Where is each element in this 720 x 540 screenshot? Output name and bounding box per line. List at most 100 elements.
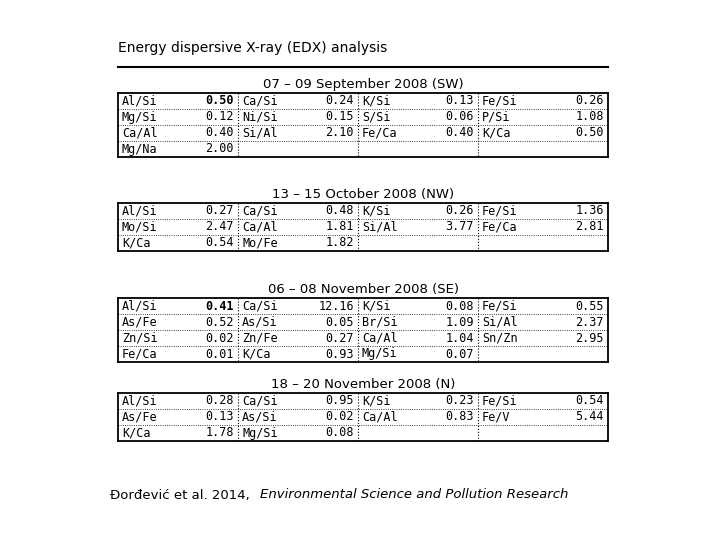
Text: 0.93: 0.93 [325, 348, 354, 361]
Text: As/Fe: As/Fe [122, 410, 158, 423]
Text: 0.26: 0.26 [575, 94, 604, 107]
Text: 0.54: 0.54 [205, 237, 234, 249]
Text: 0.48: 0.48 [325, 205, 354, 218]
Text: Ca/Si: Ca/Si [242, 94, 278, 107]
Text: 0.13: 0.13 [446, 94, 474, 107]
Text: Zn/Fe: Zn/Fe [242, 332, 278, 345]
Text: Al/Si: Al/Si [122, 205, 158, 218]
Text: K/Ca: K/Ca [482, 126, 510, 139]
Text: 0.41: 0.41 [205, 300, 234, 313]
Text: Ca/Al: Ca/Al [242, 220, 278, 233]
Text: 06 – 08 November 2008 (SE): 06 – 08 November 2008 (SE) [268, 284, 459, 296]
Text: Fe/Si: Fe/Si [482, 300, 518, 313]
Text: As/Fe: As/Fe [122, 315, 158, 328]
Text: Ca/Si: Ca/Si [242, 300, 278, 313]
Text: K/Ca: K/Ca [122, 237, 150, 249]
Text: 5.44: 5.44 [575, 410, 604, 423]
Text: 0.05: 0.05 [325, 315, 354, 328]
Text: Si/Al: Si/Al [362, 220, 397, 233]
Text: K/Si: K/Si [362, 300, 390, 313]
Text: Ca/Al: Ca/Al [362, 410, 397, 423]
Text: 0.27: 0.27 [325, 332, 354, 345]
Text: 2.47: 2.47 [205, 220, 234, 233]
Text: Fe/V: Fe/V [482, 410, 510, 423]
Text: 0.54: 0.54 [575, 395, 604, 408]
Text: Ca/Al: Ca/Al [122, 126, 158, 139]
Text: 0.28: 0.28 [205, 395, 234, 408]
Text: Fe/Si: Fe/Si [482, 94, 518, 107]
Text: Mg/Si: Mg/Si [362, 348, 397, 361]
Text: 13 – 15 October 2008 (NW): 13 – 15 October 2008 (NW) [272, 188, 454, 201]
Text: 0.23: 0.23 [446, 395, 474, 408]
Text: 0.27: 0.27 [205, 205, 234, 218]
Text: 0.08: 0.08 [325, 427, 354, 440]
Text: Energy dispersive X-ray (EDX) analysis: Energy dispersive X-ray (EDX) analysis [118, 41, 387, 55]
Text: 0.13: 0.13 [205, 410, 234, 423]
Text: Ca/Al: Ca/Al [362, 332, 397, 345]
Text: K/Si: K/Si [362, 205, 390, 218]
Text: 0.40: 0.40 [205, 126, 234, 139]
Text: K/Si: K/Si [362, 395, 390, 408]
Text: 12.16: 12.16 [318, 300, 354, 313]
Text: Mo/Fe: Mo/Fe [242, 237, 278, 249]
Text: 07 – 09 September 2008 (SW): 07 – 09 September 2008 (SW) [263, 78, 463, 91]
Text: K/Ca: K/Ca [242, 348, 271, 361]
Text: 18 – 20 November 2008 (N): 18 – 20 November 2008 (N) [271, 379, 455, 392]
Text: As/Si: As/Si [242, 410, 278, 423]
Text: 1.08: 1.08 [575, 111, 604, 124]
Text: Fe/Ca: Fe/Ca [122, 348, 158, 361]
Text: Ni/Si: Ni/Si [242, 111, 278, 124]
Text: 1.82: 1.82 [325, 237, 354, 249]
Text: 3.77: 3.77 [446, 220, 474, 233]
Text: Ca/Si: Ca/Si [242, 395, 278, 408]
Text: Al/Si: Al/Si [122, 300, 158, 313]
Text: Fe/Ca: Fe/Ca [362, 126, 397, 139]
Text: 2.81: 2.81 [575, 220, 604, 233]
Text: K/Si: K/Si [362, 94, 390, 107]
Text: Mg/Si: Mg/Si [122, 111, 158, 124]
Text: Si/Al: Si/Al [242, 126, 278, 139]
Text: Al/Si: Al/Si [122, 395, 158, 408]
Text: 0.12: 0.12 [205, 111, 234, 124]
Text: Fe/Ca: Fe/Ca [482, 220, 518, 233]
Text: Sn/Zn: Sn/Zn [482, 332, 518, 345]
Text: 0.95: 0.95 [325, 395, 354, 408]
Text: 0.40: 0.40 [446, 126, 474, 139]
Text: 0.24: 0.24 [325, 94, 354, 107]
Text: 0.52: 0.52 [205, 315, 234, 328]
Text: Si/Al: Si/Al [482, 315, 518, 328]
Text: 2.00: 2.00 [205, 143, 234, 156]
Text: P/Si: P/Si [482, 111, 510, 124]
Text: 0.08: 0.08 [446, 300, 474, 313]
Text: Ca/Si: Ca/Si [242, 205, 278, 218]
Text: 0.50: 0.50 [205, 94, 234, 107]
Text: 1.09: 1.09 [446, 315, 474, 328]
Text: Al/Si: Al/Si [122, 94, 158, 107]
Text: 0.02: 0.02 [205, 332, 234, 345]
Text: Br/Si: Br/Si [362, 315, 397, 328]
Text: S/Si: S/Si [362, 111, 390, 124]
Text: Environmental Science and Pollution Research: Environmental Science and Pollution Rese… [260, 489, 568, 502]
Text: Fe/Si: Fe/Si [482, 395, 518, 408]
Text: Đorđević et al. 2014,: Đorđević et al. 2014, [110, 489, 254, 502]
Text: 1.78: 1.78 [205, 427, 234, 440]
Text: 0.83: 0.83 [446, 410, 474, 423]
Text: 0.15: 0.15 [325, 111, 354, 124]
Text: 0.02: 0.02 [325, 410, 354, 423]
Text: 0.07: 0.07 [446, 348, 474, 361]
Text: 2.37: 2.37 [575, 315, 604, 328]
Text: Zn/Si: Zn/Si [122, 332, 158, 345]
Text: Mg/Si: Mg/Si [242, 427, 278, 440]
Text: 0.50: 0.50 [575, 126, 604, 139]
Text: Fe/Si: Fe/Si [482, 205, 518, 218]
Text: 0.26: 0.26 [446, 205, 474, 218]
Text: 2.10: 2.10 [325, 126, 354, 139]
Text: 1.36: 1.36 [575, 205, 604, 218]
Text: As/Si: As/Si [242, 315, 278, 328]
Text: 1.81: 1.81 [325, 220, 354, 233]
Text: 1.04: 1.04 [446, 332, 474, 345]
Text: 0.55: 0.55 [575, 300, 604, 313]
Text: Mo/Si: Mo/Si [122, 220, 158, 233]
Text: 0.06: 0.06 [446, 111, 474, 124]
Text: K/Ca: K/Ca [122, 427, 150, 440]
